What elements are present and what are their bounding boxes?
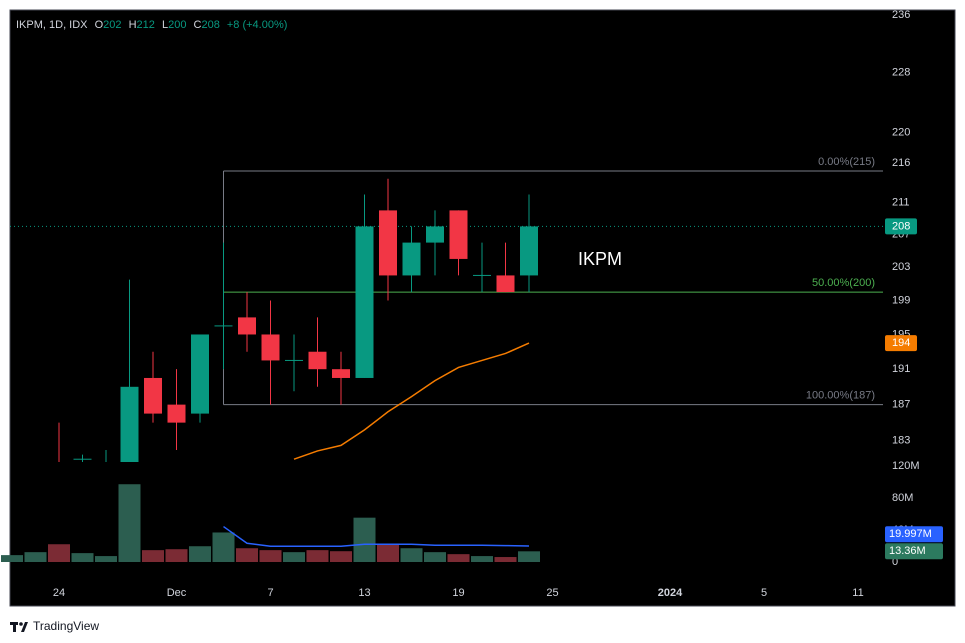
x-tick-label: 2024 — [658, 587, 683, 599]
price-pane: 0.00%(215) 50.00%(200) 100.00%(187) — [10, 156, 885, 462]
brand: TradingView — [33, 619, 99, 633]
candle-body — [167, 404, 186, 423]
volume-bar — [118, 484, 141, 562]
volume-bar — [471, 556, 493, 562]
volume-bar — [377, 544, 399, 562]
ohlc-key: C — [194, 19, 202, 31]
volume-bar — [306, 550, 329, 562]
candle-body — [473, 274, 491, 276]
y-tick-label: 220 — [892, 126, 910, 138]
fib-label: 50.00%(200) — [812, 277, 875, 289]
y-tick-label: 191 — [892, 363, 910, 375]
price-badge-label: 194 — [892, 337, 910, 349]
ohlc-value: 212 — [137, 19, 155, 31]
volume-bar — [424, 552, 446, 562]
volume-ma-line — [223, 525, 530, 547]
ohlc-value: 202 — [103, 19, 121, 31]
volume-bar — [518, 551, 540, 562]
chart-background — [9, 9, 956, 607]
volume-bar — [95, 556, 117, 562]
volume-tick-label: 0 — [892, 556, 898, 568]
volume-badge — [885, 543, 943, 560]
candle-body — [355, 226, 374, 378]
volume-bar — [353, 517, 376, 562]
x-tick-label: 25 — [546, 587, 558, 599]
x-tick-label: 7 — [267, 587, 273, 599]
volume-bar — [400, 548, 423, 562]
ma-line — [293, 342, 530, 460]
candle-body — [520, 226, 538, 276]
candle-body — [144, 377, 162, 414]
legend: IKPM, 1D, IDX O202 H212 L200 C208 +8 (+4… — [16, 19, 287, 31]
volume-bar — [142, 550, 164, 562]
volume-bar — [1, 555, 23, 562]
ohlc-key: L — [162, 19, 168, 31]
candle-body — [379, 210, 397, 276]
volume-bar — [447, 554, 470, 562]
ohlc-value: 200 — [168, 19, 186, 31]
volume-badge-label: 13.36M — [889, 545, 926, 557]
footer-logo — [10, 622, 28, 632]
logo-part — [13, 622, 16, 632]
fib-label: 0.00%(215) — [818, 156, 875, 168]
symbol: IKPM, 1D, IDX — [16, 19, 88, 31]
x-tick-label: 5 — [761, 587, 767, 599]
price-badge — [885, 218, 917, 235]
ohlc-key: H — [129, 19, 137, 31]
candle-body — [449, 210, 468, 259]
candle-body — [73, 458, 92, 460]
candle-body — [496, 275, 515, 293]
volume-bar — [189, 546, 211, 562]
volume-bar — [24, 552, 47, 562]
y-tick-label: 203 — [892, 261, 910, 273]
volume-badge — [885, 526, 943, 543]
volume-bar — [48, 544, 70, 562]
volume-bar — [330, 551, 352, 562]
ohlc-value: 208 — [201, 19, 219, 31]
candle-body — [214, 325, 233, 327]
volume-tick-label: 120M — [892, 460, 920, 472]
logo-part — [21, 622, 28, 632]
price-badge — [885, 335, 917, 352]
volume-bar — [494, 557, 517, 562]
x-tick-label: 13 — [358, 587, 370, 599]
candle-body — [191, 334, 209, 414]
ohlc-key: O — [95, 19, 104, 31]
y-tick-label: 199 — [892, 294, 910, 306]
volume-bar — [283, 552, 305, 562]
candle-body — [285, 359, 303, 361]
volume-tick-label: 80M — [892, 492, 913, 504]
logo-part — [19, 622, 23, 626]
candle-body — [402, 242, 421, 276]
candle-body — [426, 226, 444, 243]
volume-badge-label: 19.997M — [889, 528, 932, 540]
x-tick-label: 19 — [452, 587, 464, 599]
annotation: IKPM — [578, 249, 622, 269]
y-tick-label: 236 — [892, 9, 910, 21]
volume-bar — [259, 550, 282, 562]
y-tick-label: 228 — [892, 67, 910, 79]
change: +8 (+4.00%) — [227, 19, 288, 31]
volume-bar — [212, 532, 235, 562]
x-tick-label: 11 — [852, 587, 863, 599]
volume-bar — [236, 548, 258, 562]
candle-body — [308, 351, 327, 370]
price-badge-label: 208 — [892, 220, 910, 232]
volume-bar — [71, 553, 94, 562]
fib-label: 100.00%(187) — [806, 390, 875, 402]
y-tick-label: 187 — [892, 399, 910, 411]
volume-bar — [165, 549, 188, 562]
candle-body — [120, 386, 139, 462]
y-tick-label: 183 — [892, 435, 910, 447]
x-tick-label: 24 — [53, 587, 65, 599]
candle-body — [261, 334, 280, 361]
y-tick-label: 216 — [892, 157, 910, 169]
candle-body — [332, 369, 350, 378]
candle-body — [238, 317, 256, 335]
y-tick-label: 211 — [892, 196, 910, 208]
x-tick-label: Dec — [167, 587, 187, 599]
